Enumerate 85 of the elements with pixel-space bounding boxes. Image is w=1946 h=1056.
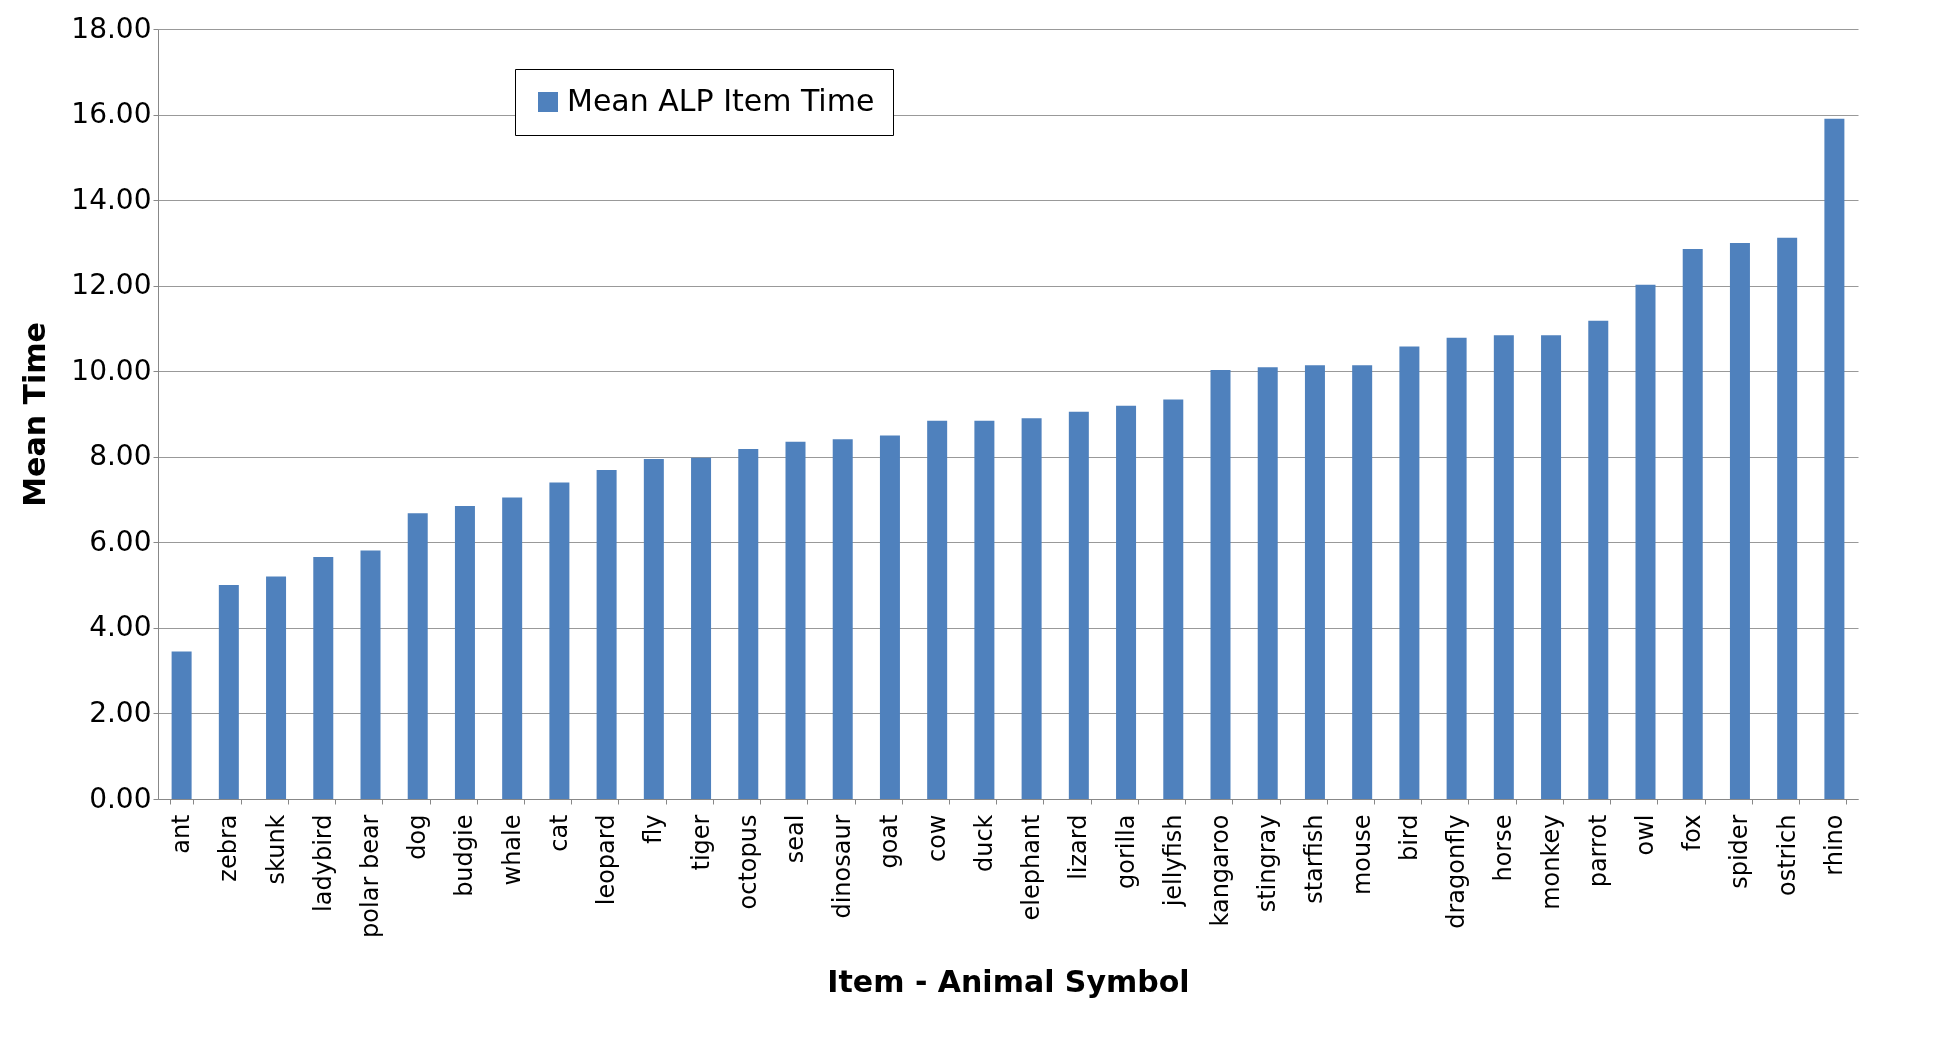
bar: [1210, 369, 1231, 799]
x-tick-label: octopus: [733, 814, 762, 910]
x-tick-label: lizard: [1064, 814, 1093, 880]
x-tick-label: elephant: [1017, 814, 1046, 921]
y-tick-label: 14.00: [71, 182, 152, 216]
x-tick-label: duck: [969, 814, 998, 873]
bar: [879, 435, 900, 799]
y-axis-title: Mean Time: [17, 322, 53, 507]
bar: [1021, 418, 1042, 799]
bar: [1635, 284, 1656, 799]
bar: [407, 513, 428, 799]
x-tick-label: bird: [1394, 814, 1423, 862]
bar: [596, 470, 617, 799]
bar: [1682, 248, 1703, 799]
x-tick-label: ant: [167, 814, 196, 854]
bar: [1163, 399, 1184, 799]
bar: [1493, 335, 1514, 799]
x-tick-label: cow: [922, 814, 951, 863]
x-tick-label: cat: [544, 814, 573, 852]
x-tick-label: horse: [1489, 814, 1518, 882]
y-tick-label: 0.00: [89, 781, 152, 815]
bar: [1068, 411, 1089, 799]
bar: [171, 651, 192, 799]
x-tick-label: tiger: [686, 814, 715, 871]
bar: [1588, 320, 1609, 799]
y-tick-label: 6.00: [89, 524, 152, 558]
bar: [1541, 335, 1562, 799]
y-tick-label: 2.00: [89, 695, 152, 729]
bar: [1824, 118, 1845, 799]
bar: [1729, 242, 1750, 799]
x-tick-label: dinosaur: [828, 814, 857, 919]
legend-label: Mean ALP Item Time: [567, 83, 875, 118]
bar: [1777, 237, 1798, 799]
bar: [1257, 367, 1278, 799]
bar: [832, 439, 853, 799]
bar: [738, 449, 759, 799]
x-tick-label: spider: [1725, 814, 1754, 889]
x-tick-label: polar bear: [356, 814, 384, 938]
bar: [454, 505, 475, 799]
bar: [360, 550, 381, 799]
x-tick-label: dog: [403, 814, 432, 860]
bar: [1304, 365, 1325, 799]
x-axis-title: Item - Animal Symbol: [827, 963, 1190, 999]
x-tick-label: skunk: [261, 814, 290, 885]
x-tick-label: ostrich: [1772, 814, 1801, 897]
x-tick-label: starfish: [1300, 814, 1329, 904]
y-tick-label: 12.00: [71, 268, 152, 302]
x-tick-label: owl: [1631, 814, 1659, 856]
x-tick-label: seal: [781, 814, 809, 864]
x-tick-label: whale: [497, 814, 526, 886]
bar: [1116, 405, 1137, 799]
x-tick-label: budgie: [450, 814, 479, 897]
x-tick-label: dragonfly: [1442, 814, 1471, 929]
bar: [313, 556, 334, 799]
x-tick-label: mouse: [1347, 814, 1376, 896]
bar: [549, 482, 570, 799]
x-tick-label: monkey: [1536, 814, 1565, 910]
y-tick-label: 16.00: [71, 97, 152, 131]
bar: [1446, 337, 1467, 799]
x-tick-label: zebra: [214, 814, 243, 882]
y-tick-label: 18.00: [71, 11, 152, 45]
x-tick-label: goat: [875, 814, 904, 869]
x-tick-label: stingray: [1253, 814, 1282, 913]
bar: [218, 585, 239, 799]
bar: [502, 497, 523, 799]
bar: [691, 457, 712, 799]
y-tick-label: 10.00: [71, 353, 152, 387]
x-tick-label: jellyfish: [1158, 814, 1187, 908]
bar: [643, 458, 664, 799]
bar: [927, 420, 948, 799]
y-tick-label: 4.00: [89, 610, 152, 644]
bar: [1399, 346, 1420, 799]
x-tick-label: kangaroo: [1206, 814, 1234, 927]
bar: [1352, 365, 1373, 799]
x-tick-label: fly: [639, 814, 668, 844]
bar: [974, 420, 995, 799]
x-tick-label: rhino: [1819, 814, 1848, 876]
x-tick-label: fox: [1678, 814, 1707, 852]
x-tick-label: leopard: [592, 814, 621, 906]
bar: [266, 576, 287, 799]
y-tick-label: 8.00: [89, 439, 152, 473]
x-tick-label: parrot: [1583, 814, 1612, 888]
bar: [785, 441, 806, 799]
x-tick-label: ladybird: [308, 814, 337, 912]
x-tick-label: gorilla: [1111, 814, 1140, 889]
